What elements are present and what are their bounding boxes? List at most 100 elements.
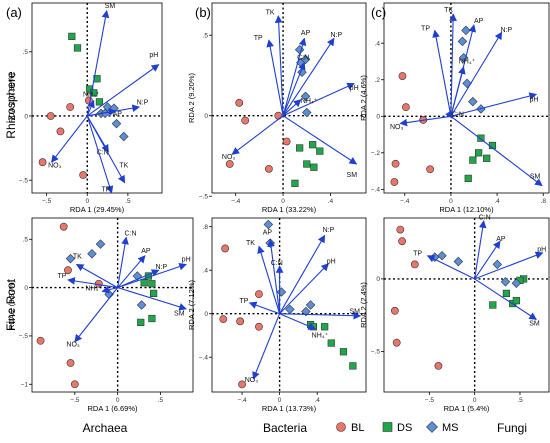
sample-point-ds bbox=[90, 89, 98, 97]
sample-point-bl bbox=[64, 266, 72, 275]
sample-point-ds bbox=[86, 85, 94, 93]
y-tick-label: −.5 bbox=[19, 177, 29, 184]
sample-point-ds bbox=[477, 134, 485, 142]
y-tick-label: −1 bbox=[21, 382, 29, 389]
x-tick-label: 0 bbox=[281, 198, 285, 205]
y-tick-label: 0 bbox=[24, 285, 28, 292]
env-vector-label: SM bbox=[105, 3, 116, 10]
env-vector-arrow bbox=[86, 115, 126, 184]
env-vector-label: SM bbox=[347, 172, 358, 179]
env-vector-arrow bbox=[450, 31, 503, 117]
sample-point-bl bbox=[70, 380, 79, 389]
sample-point-ms bbox=[461, 25, 471, 36]
env-vector-arrow bbox=[279, 234, 326, 314]
sample-point-ds bbox=[483, 154, 491, 162]
env-vector-label: pH bbox=[350, 85, 359, 92]
env-vector-arrow bbox=[87, 104, 141, 117]
sample-point-bl bbox=[398, 72, 407, 80]
env-vector-label: NO₃ bbox=[66, 342, 80, 349]
env-vector-label: pH bbox=[537, 246, 546, 253]
env-vector-arrow bbox=[282, 99, 302, 117]
sample-point-ds bbox=[349, 362, 357, 370]
row-label-fine-root: Fine Root bbox=[4, 278, 18, 331]
y-axis-label: RDA 2 (7.12%) bbox=[187, 279, 196, 330]
legend-label-ds: DS bbox=[397, 422, 412, 434]
sample-point-bl bbox=[38, 158, 47, 167]
x-tick-label: .5 bbox=[517, 397, 523, 404]
env-vector-arrow bbox=[117, 255, 146, 288]
env-vector-label: TP bbox=[254, 35, 263, 42]
y-axis-label: RDA 2 (9.20%) bbox=[187, 72, 196, 123]
env-vector-arrow bbox=[231, 115, 284, 155]
env-vector-label: TK bbox=[73, 254, 82, 261]
sample-point-ds bbox=[95, 98, 104, 106]
env-vector-arrow bbox=[86, 115, 114, 194]
env-vector-label: N:P bbox=[137, 99, 149, 106]
env-vector-arrow bbox=[86, 64, 160, 117]
y-tick-label: 0 bbox=[376, 276, 380, 283]
sample-point-bl bbox=[225, 160, 234, 168]
sample-point-ds bbox=[296, 144, 304, 152]
x-tick-label: −.4 bbox=[231, 198, 241, 205]
col-label-fungi: Fungi bbox=[497, 421, 527, 435]
sample-point-bl bbox=[398, 237, 407, 246]
sample-point-bl bbox=[390, 306, 399, 315]
x-axis-label: RDA 1 (13.73%) bbox=[262, 404, 317, 413]
sample-point-ds bbox=[502, 289, 510, 298]
sample-point-bl bbox=[236, 317, 245, 326]
sample-point-ms bbox=[111, 118, 122, 129]
sample-point-ds bbox=[475, 149, 483, 157]
env-vector-label: AP bbox=[474, 18, 484, 25]
sample-point-ds bbox=[140, 279, 148, 287]
sample-point-bl bbox=[402, 103, 410, 112]
y-axis-label: RDA 2 (4.6%) bbox=[359, 75, 368, 121]
sample-point-ms bbox=[136, 300, 147, 310]
env-vector-label: C:N bbox=[271, 260, 283, 267]
sample-point-ms bbox=[437, 250, 447, 261]
y-tick-label: .5 bbox=[23, 49, 29, 56]
env-vector-arrow bbox=[279, 313, 317, 330]
sample-point-ds bbox=[291, 179, 299, 187]
panel-letter-c: (c) bbox=[371, 5, 386, 20]
x-tick-label: 0 bbox=[116, 397, 120, 404]
env-vector-arrow bbox=[282, 61, 306, 116]
sample-point-ds bbox=[512, 297, 520, 305]
x-axis-label: RDA 1 (6.69%) bbox=[87, 404, 138, 413]
env-vector-label: pH bbox=[182, 257, 191, 264]
env-vector-arrow bbox=[101, 286, 118, 294]
sample-point-ds bbox=[309, 141, 317, 149]
legend-marker-ds bbox=[382, 422, 393, 432]
env-vector-arrow bbox=[267, 238, 281, 314]
sample-point-bl bbox=[79, 171, 88, 179]
sample-point-bl bbox=[66, 103, 75, 111]
y-tick-label: −.4 bbox=[371, 187, 381, 194]
plot-frame bbox=[31, 217, 194, 393]
sample-point-ds bbox=[150, 289, 158, 298]
env-vector-label: AP bbox=[141, 248, 151, 255]
x-tick-label: 0 bbox=[278, 397, 282, 404]
y-axis-label: RDA 2 (2.4%) bbox=[359, 282, 368, 328]
env-vector-arrow bbox=[279, 263, 329, 315]
env-vector-label: N:P bbox=[323, 227, 335, 234]
sample-point-ms bbox=[302, 107, 312, 118]
sample-point-bl bbox=[59, 222, 68, 231]
env-vector-label: NH₄⁺ bbox=[312, 333, 329, 340]
sample-point-bl bbox=[426, 165, 435, 174]
legend-marker-bl bbox=[336, 422, 346, 432]
x-axis-label: RDA 1 (33.22%) bbox=[262, 205, 317, 214]
rda-panel-bacteria-rhizosphere: −.4 0 .4 −.5 0 .5 RDA 1 (33.22%) RDA 2 (9.20%) T… bbox=[187, 2, 367, 214]
y-tick-label: .5 bbox=[203, 33, 209, 40]
env-vector-arrow bbox=[252, 313, 281, 380]
sample-point-ds bbox=[469, 156, 477, 164]
env-vector-label: pH bbox=[327, 259, 336, 266]
sample-point-ms bbox=[300, 54, 311, 65]
sample-point-bl bbox=[235, 98, 244, 107]
env-vector-label: NO₃ bbox=[390, 124, 404, 131]
x-tick-label: −.5 bbox=[70, 397, 80, 404]
env-vector-label: AP bbox=[263, 229, 273, 236]
legend-label-bl: BL bbox=[351, 422, 364, 434]
y-tick-label: .2 bbox=[375, 77, 381, 84]
env-vector-arrow bbox=[274, 15, 284, 116]
env-vector-arrow bbox=[282, 37, 335, 117]
